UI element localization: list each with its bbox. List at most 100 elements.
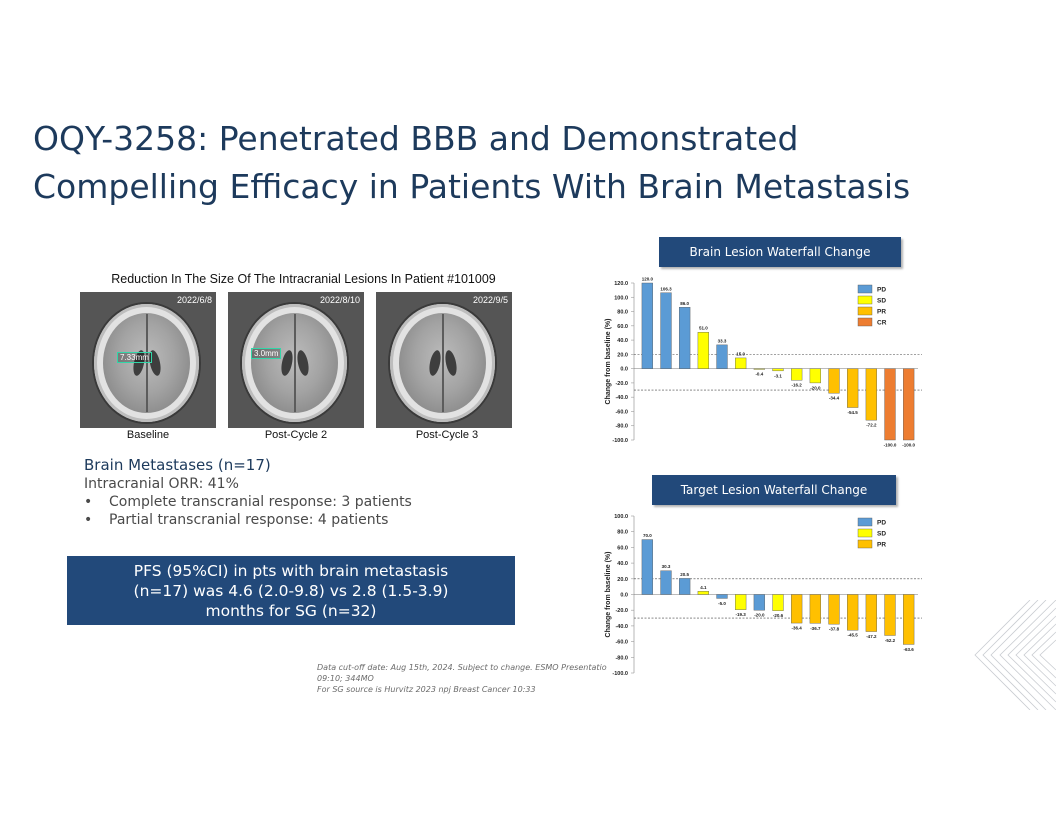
bar-data-label: -37.8	[829, 627, 840, 632]
y-tick-label: -40.0	[615, 624, 628, 630]
y-tick-label: 60.0	[617, 324, 628, 330]
brain-lesion-waterfall-chart: Change from baseline (%) 120.0 100.0 80.0 60…	[605, 277, 922, 447]
y-tick-label: 40.0	[617, 338, 628, 344]
bar-data-label: 70.0	[643, 533, 652, 538]
bar-data-label: -20.0	[810, 385, 821, 390]
scan-label-post-cycle-3: Post-Cycle 3	[415, 429, 479, 441]
y-tick-label: 100.0	[614, 295, 628, 301]
pfs-callout-box: PFS (95%CI) in pts with brain metastasis…	[67, 556, 515, 625]
legend-label: PD	[877, 520, 886, 527]
legend-swatch	[857, 528, 873, 538]
y-tick-label: -20.0	[615, 608, 628, 614]
y-tick-label: -40.0	[615, 395, 628, 401]
mri-scan-post-cycle-2: 2022/8/10 3.0mm	[228, 292, 364, 428]
brain-chart-title: Brain Lesion Waterfall Change	[659, 237, 901, 267]
brain-mets-heading: Brain Metastases (n=17)	[84, 456, 271, 474]
scan-label-baseline: Baseline	[126, 429, 170, 441]
y-tick-label: 40.0	[617, 561, 628, 567]
legend-label: PR	[877, 542, 886, 549]
waterfall-bar	[828, 594, 840, 625]
y-tick-label: -80.0	[615, 424, 628, 430]
waterfall-bar	[697, 332, 709, 369]
y-tick-label: 100.0	[614, 514, 628, 520]
y-tick-label: 80.0	[617, 310, 628, 316]
bar-data-label: -47.2	[866, 634, 877, 639]
scan-date: 2022/6/8	[176, 295, 212, 305]
bar-data-label: -20.6	[773, 613, 784, 618]
bar-data-label: 33.3	[718, 338, 727, 343]
bullet-complete-response: • Complete transcranial response: 3 patie…	[84, 494, 412, 510]
target-chart-title: Target Lesion Waterfall Change	[652, 475, 896, 505]
bullet-partial-response: • Partial transcranial response: 4 patien…	[84, 512, 389, 528]
legend-swatch	[857, 539, 873, 549]
lesion-measurement: 3.0mm	[251, 348, 282, 359]
bar-data-label: 120.0	[642, 277, 654, 282]
bar-data-label: -19.3	[736, 612, 747, 617]
brain-mets-summary: Brain Metastases (n=17) Intracranial ORR…	[84, 456, 412, 529]
y-tick-label: 20.0	[617, 577, 628, 583]
waterfall-bar	[809, 594, 821, 624]
bar-data-label: 106.3	[660, 286, 672, 291]
bar-data-label: -34.4	[829, 396, 840, 401]
waterfall-bar	[660, 292, 672, 369]
waterfall-bar	[772, 594, 784, 611]
y-tick-label: 20.0	[617, 352, 628, 358]
pfs-line3: months for SG (n=32)	[205, 601, 377, 620]
y-tick-label: 60.0	[617, 545, 628, 551]
y-tick-label: -80.0	[615, 655, 628, 661]
y-tick-label: 0.0	[620, 367, 628, 373]
scan-date: 2022/8/10	[319, 295, 360, 305]
legend-swatch	[857, 295, 873, 305]
bar-data-label: -3.1	[774, 373, 782, 378]
target-lesion-waterfall-chart: Change from baseline (%) 100.0 80.0 60.0 40.…	[605, 514, 922, 677]
bar-data-label: -45.5	[848, 633, 859, 638]
slide-title-line1: OQY-3258: Penetrated BBB and Demonstrate…	[33, 119, 799, 158]
pfs-line1: PFS (95%CI) in pts with brain metastasis	[133, 561, 449, 580]
legend-swatch	[857, 317, 873, 327]
slide-title: OQY-3258: Penetrated BBB and Demonstrate…	[33, 115, 1033, 211]
y-axis-label: Change from baseline (%)	[605, 319, 612, 405]
waterfall-bar	[791, 594, 803, 624]
waterfall-bar	[903, 594, 915, 645]
bar-data-label: -36.7	[810, 626, 821, 631]
decorative-chevron-pattern	[974, 600, 1056, 710]
legend-swatch	[857, 306, 873, 316]
waterfall-bar	[735, 357, 747, 369]
waterfall-bar	[828, 368, 840, 394]
waterfall-bar	[809, 368, 821, 384]
y-tick-label: -20.0	[615, 381, 628, 387]
footnote-line3: For SG source is Hurvitz 2023 npj Breast…	[317, 685, 536, 694]
waterfall-bar	[884, 594, 896, 636]
bar-data-label: -5.0	[718, 601, 726, 606]
bar-data-label: 4.1	[700, 585, 707, 590]
image-caption: Reduction In The Size Of The Intracrania…	[111, 272, 496, 286]
legend-label: PD	[877, 287, 886, 294]
bar-data-label: 30.3	[662, 564, 671, 569]
waterfall-bar	[697, 591, 709, 595]
waterfall-bar	[847, 368, 859, 408]
waterfall-bar	[679, 578, 691, 595]
mri-scan-post-cycle-3: 2022/9/5	[376, 292, 512, 428]
waterfall-bar	[716, 594, 728, 599]
bar-data-label: 20.5	[680, 572, 689, 577]
legend-label: SD	[877, 531, 886, 538]
waterfall-bar	[884, 368, 896, 441]
bar-data-label: -0.4	[755, 371, 763, 376]
y-tick-label: -100.0	[612, 438, 628, 444]
slide-title-line2: Compelling Efficacy in Patients With Bra…	[33, 167, 911, 206]
bar-data-label: 86.0	[680, 301, 689, 306]
waterfall-bar	[641, 539, 653, 595]
bar-data-label: -63.6	[904, 647, 915, 652]
legend-swatch	[857, 284, 873, 294]
waterfall-bar	[753, 594, 765, 611]
y-axis-label: Change from baseline (%)	[605, 552, 612, 638]
bullet-symbol: •	[84, 512, 93, 528]
y-tick-label: -60.0	[615, 409, 628, 415]
waterfall-bar	[772, 368, 784, 372]
waterfall-bar	[660, 570, 672, 595]
waterfall-bar	[791, 368, 803, 381]
bar-data-label: 51.0	[699, 326, 708, 331]
bar-data-label: -20.0	[754, 613, 765, 618]
waterfall-bar	[903, 368, 915, 441]
intracranial-orr: Intracranial ORR: 41%	[84, 476, 239, 492]
